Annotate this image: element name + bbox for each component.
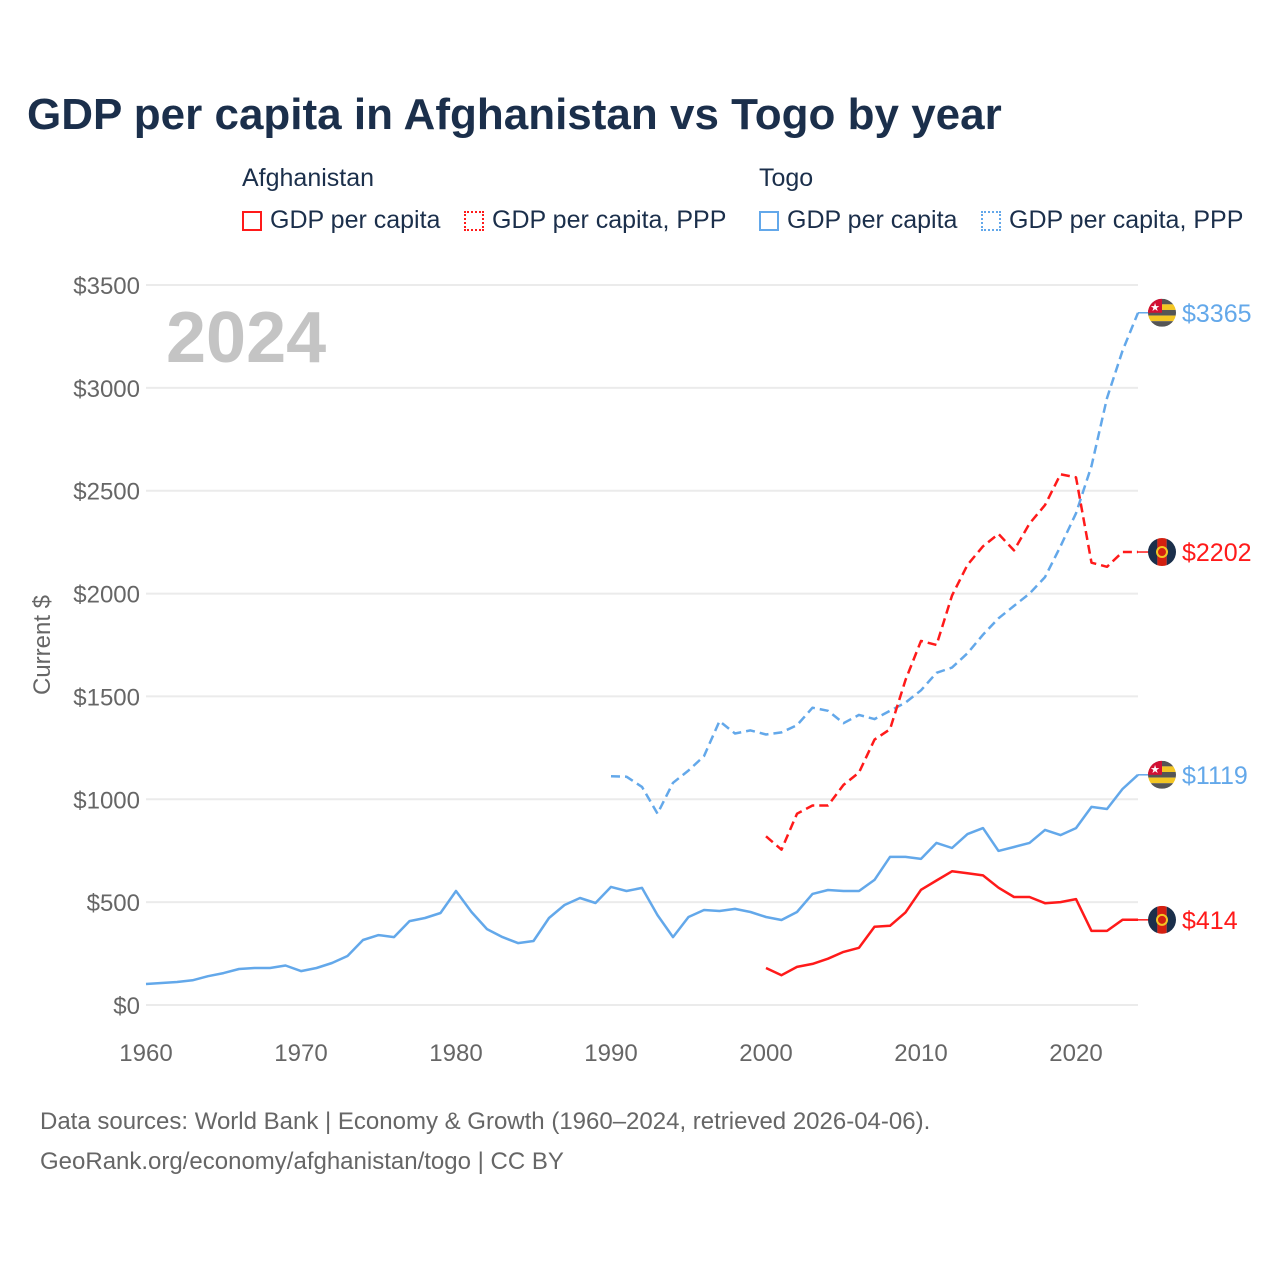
y-tick-label: $0	[113, 993, 140, 1020]
series-line-togo-gdp-per-capita	[145, 773, 1139, 986]
legend-swatch-solid	[759, 210, 779, 231]
flag-body: ★	[1148, 298, 1176, 327]
flag-stripe	[1148, 321, 1176, 327]
legend-swatch-solid	[242, 210, 262, 231]
legend-swatch-dotted	[981, 210, 1001, 231]
footer-sources: Data sources: World Bank | Economy & Gro…	[40, 1108, 931, 1135]
y-tick-label: $1000	[73, 787, 140, 814]
series-line-afghanistan-gdp-per-capita	[765, 870, 1138, 977]
legend-label: GDP per capita	[787, 206, 958, 234]
series-line-togo-gdp-per-capita-ppp	[610, 312, 1140, 815]
flag-body: ★	[1148, 760, 1176, 789]
legend-label: GDP per capita	[270, 206, 441, 234]
footer-link[interactable]: GeoRank.org/economy/afghanistan/togo | C…	[40, 1148, 564, 1175]
legend-afghanistan-gdp[interactable]: GDP per capita	[242, 206, 440, 235]
end-value-label: $2202	[1182, 539, 1252, 567]
x-tick-label: 1960	[119, 1040, 172, 1067]
legend-afghanistan-ppp[interactable]: GDP per capita, PPP	[464, 206, 726, 235]
x-tick-label: 1970	[274, 1040, 327, 1067]
togo-flag-icon: ★	[1148, 760, 1176, 789]
year-watermark: 2024	[166, 298, 326, 378]
legend-togo-gdp[interactable]: GDP per capita	[759, 206, 957, 235]
y-tick-label: $3500	[73, 273, 140, 300]
legend-swatch-dotted	[464, 210, 484, 231]
x-tick-label: 2020	[1049, 1040, 1102, 1067]
x-tick-label: 2010	[894, 1040, 947, 1067]
y-tick-label: $2000	[73, 582, 140, 609]
y-tick-label: $3000	[73, 376, 140, 403]
end-value-label: $1119	[1182, 762, 1248, 790]
flag-stripe	[1148, 315, 1176, 322]
x-tick-label: 1980	[429, 1040, 482, 1067]
afghanistan-flag-icon	[1148, 905, 1176, 934]
legend-label: GDP per capita, PPP	[492, 206, 727, 234]
end-value-label: $414	[1182, 907, 1238, 935]
emblem-icon	[1156, 913, 1168, 926]
flag-stripe	[1157, 538, 1167, 567]
flag-stripe	[1148, 777, 1176, 784]
y-tick-label: $2500	[73, 479, 140, 506]
flag-stripe	[1166, 538, 1176, 567]
legend-group-togo: Togo	[759, 164, 814, 192]
star-icon: ★	[1150, 764, 1160, 776]
series-line-afghanistan-gdp-per-capita-ppp	[765, 473, 1138, 851]
flag-body	[1148, 905, 1176, 934]
legend-label: GDP per capita, PPP	[1009, 206, 1244, 234]
legend-togo-ppp[interactable]: GDP per capita, PPP	[981, 206, 1243, 235]
y-tick-label: $1500	[73, 684, 140, 711]
flag-stripe	[1148, 538, 1158, 567]
flag-stripe	[1148, 783, 1176, 789]
legend-group-afghanistan: Afghanistan	[242, 164, 375, 192]
y-tick-label: $500	[87, 890, 140, 917]
togo-flag-icon: ★	[1148, 298, 1176, 327]
star-icon: ★	[1150, 302, 1160, 314]
flag-body	[1148, 538, 1176, 567]
x-tick-label: 2000	[739, 1040, 792, 1067]
end-value-label: $3365	[1182, 300, 1252, 328]
y-axis-label: Current $	[29, 595, 56, 695]
flag-stripe	[1148, 905, 1158, 934]
flag-stripe	[1157, 905, 1167, 934]
chart-title: GDP per capita in Afghanistan vs Togo by…	[27, 90, 1002, 139]
x-tick-label: 1990	[584, 1040, 637, 1067]
emblem-icon	[1156, 546, 1168, 559]
afghanistan-flag-icon	[1148, 538, 1176, 567]
flag-stripe	[1166, 905, 1176, 934]
